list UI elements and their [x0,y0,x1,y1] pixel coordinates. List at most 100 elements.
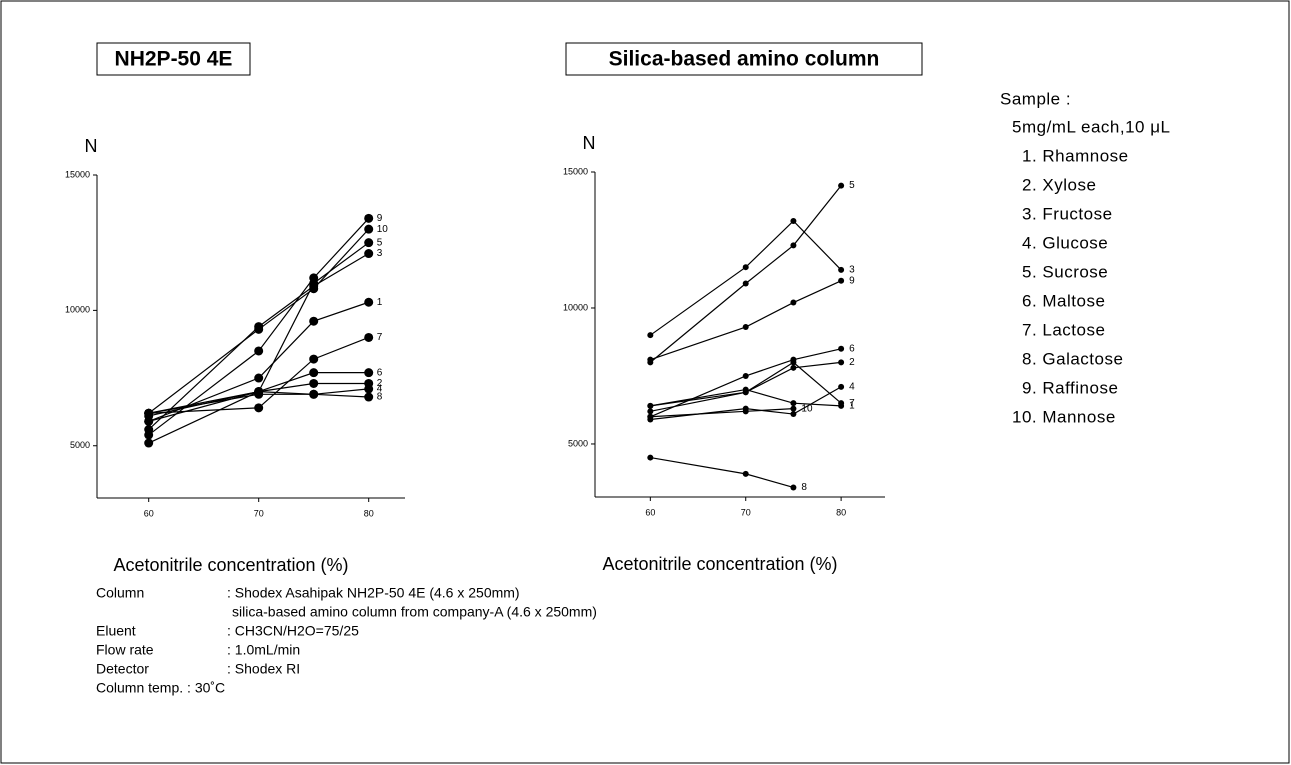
data-point [364,297,374,307]
data-point [364,238,374,248]
data-point [742,280,749,287]
condition-label: Column [96,585,144,601]
condition-value: : Shodex Asahipak NH2P-50 4E (4.6 x 250m… [227,585,520,601]
sample-amount: 5mg/mL each,10 μL [1012,117,1170,136]
series-label: 6 [377,367,383,378]
data-point [790,411,797,418]
series-label: 1 [849,401,855,412]
series-label: 4 [377,384,383,395]
data-point [309,284,319,294]
y-tick-label: 10000 [65,305,90,315]
condition-label: Detector [96,661,149,677]
data-point [254,403,264,413]
x-tick-label: 80 [364,508,374,518]
data-point [647,332,654,339]
series-label: 4 [849,381,855,392]
x-tick-label: 80 [836,507,846,517]
data-point [790,400,797,407]
series-line [650,361,842,412]
data-point [254,324,264,334]
series-line [148,336,369,414]
x-axis-title: Acetonitrile concentration (%) [113,555,348,575]
sample-item: 10. Mannose [1012,407,1116,426]
data-point [254,346,264,356]
data-point [309,378,319,388]
series-label: 5 [849,180,855,191]
condition-value: : CH3CN/H2O=75/25 [227,623,359,639]
data-point [838,359,845,366]
series-label: 9 [377,213,383,224]
series-label: 5 [377,237,383,248]
data-point [742,389,749,396]
data-point [838,383,845,390]
series-line [148,242,370,444]
series-line [650,348,842,418]
sample-item: 4. Glucose [1022,233,1108,252]
series-label: 3 [849,265,855,276]
series-label: 9 [849,275,855,286]
data-point [309,368,319,378]
data-point [309,354,319,364]
data-point [647,408,654,415]
y-tick-label: 10000 [563,302,588,312]
data-point [790,217,797,224]
data-point [742,372,749,379]
series-line [148,217,370,436]
series-line [148,228,370,414]
data-point [254,373,264,383]
y-axis-title: N [583,133,596,153]
series-label: 3 [377,248,383,259]
condition-label: Eluent [96,623,136,639]
sample-item: 8. Galactose [1022,349,1123,368]
data-point [647,454,654,461]
data-point [790,364,797,371]
sample-item: 3. Fructose [1022,204,1113,223]
series-label: 10 [377,224,389,235]
data-point [309,316,319,326]
series-label: 10 [801,403,813,414]
data-point [647,402,654,409]
data-point [790,405,797,412]
data-point [364,384,374,394]
data-point [144,430,154,440]
series-line [650,361,842,407]
condition-label: Column temp. : 30˚C [96,680,225,696]
title-box [565,42,923,76]
sample-item: 6. Maltose [1022,291,1105,310]
x-axis-title: Acetonitrile concentration (%) [602,554,837,574]
data-point [144,408,154,418]
data-point [838,182,845,189]
x-tick-label: 70 [254,508,264,518]
series-line [650,388,842,407]
data-point [742,470,749,477]
data-point [838,266,845,273]
data-point [364,224,374,234]
series-line [148,390,369,417]
data-point [364,368,374,378]
data-point [742,408,749,415]
series-line [650,280,842,361]
data-point [790,359,797,366]
series-line [148,252,370,430]
data-point [790,299,797,306]
x-tick-label: 60 [645,507,655,517]
y-tick-label: 15000 [563,166,588,176]
data-point [790,484,797,491]
data-point [144,438,154,448]
series-label: 8 [801,482,807,493]
series-label: 2 [849,357,855,368]
data-point [254,387,264,397]
x-tick-label: 60 [144,508,154,518]
data-point [838,277,845,284]
series-line [148,372,369,422]
sample-item: 1. Rhamnose [1022,146,1129,165]
y-tick-label: 15000 [65,169,90,179]
condition-value: : Shodex RI [227,661,300,677]
data-point [647,356,654,363]
x-tick-label: 70 [741,507,751,517]
data-point [364,249,374,259]
y-tick-label: 5000 [70,440,90,450]
